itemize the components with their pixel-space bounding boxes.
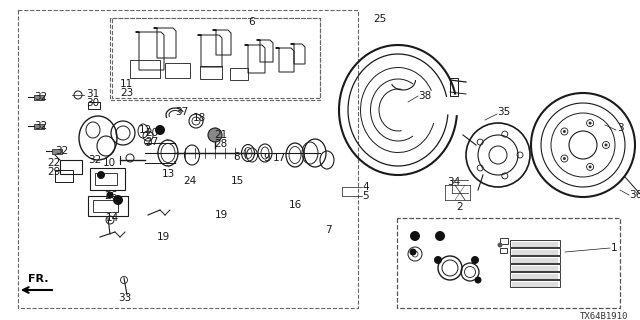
Bar [93, 200, 118, 212]
Text: 10: 10 [103, 158, 116, 168]
Text: 13: 13 [162, 169, 175, 179]
Bar [230, 68, 248, 80]
Text: 22: 22 [47, 158, 60, 168]
Text: 19: 19 [157, 232, 170, 242]
Text: 33: 33 [118, 293, 132, 303]
Circle shape [434, 256, 442, 264]
Text: 26: 26 [104, 191, 117, 201]
Text: 20: 20 [145, 128, 158, 138]
Bar [512, 282, 558, 287]
Text: 31: 31 [86, 89, 99, 99]
Text: 36: 36 [629, 190, 640, 200]
Bar [510, 280, 560, 287]
Bar [34, 95, 44, 100]
Bar [165, 63, 190, 78]
Text: 7: 7 [324, 225, 332, 235]
Text: 32: 32 [88, 155, 101, 165]
Text: 38: 38 [418, 91, 431, 101]
Text: 23: 23 [120, 88, 133, 98]
Text: TX64B1910: TX64B1910 [580, 312, 628, 320]
Text: 15: 15 [230, 176, 244, 186]
Text: 4: 4 [362, 182, 369, 192]
Bar [52, 149, 62, 154]
Circle shape [410, 249, 417, 255]
Text: 18: 18 [193, 113, 206, 123]
Text: 8: 8 [234, 152, 240, 162]
Bar [500, 248, 507, 253]
Text: 32: 32 [34, 92, 47, 102]
Bar [55, 170, 73, 182]
Text: 5: 5 [362, 191, 369, 201]
Circle shape [563, 130, 566, 133]
Text: 2: 2 [457, 202, 463, 212]
Circle shape [605, 143, 607, 147]
Text: 11: 11 [120, 79, 133, 89]
Bar [88, 102, 100, 109]
Text: 28: 28 [214, 139, 227, 149]
Bar [34, 124, 44, 129]
Text: 25: 25 [373, 14, 387, 24]
Text: 32: 32 [55, 146, 68, 156]
Text: 14: 14 [106, 213, 119, 223]
Text: 27: 27 [145, 137, 158, 147]
Bar [512, 242, 558, 247]
Text: 16: 16 [289, 200, 301, 210]
Text: 19: 19 [215, 210, 228, 220]
Bar [90, 168, 125, 190]
Circle shape [97, 171, 105, 179]
Text: 24: 24 [184, 176, 196, 186]
Text: FR.: FR. [28, 274, 48, 284]
Circle shape [563, 157, 566, 160]
Bar [88, 196, 128, 216]
Text: 37: 37 [175, 107, 188, 117]
Bar [450, 78, 458, 96]
Bar [95, 173, 117, 185]
Text: 9: 9 [263, 153, 269, 163]
Text: 6: 6 [249, 17, 255, 27]
Circle shape [435, 231, 445, 241]
Bar [512, 266, 558, 271]
Bar [510, 240, 560, 247]
Text: 35: 35 [497, 107, 510, 117]
Bar [130, 60, 160, 78]
Circle shape [471, 256, 479, 264]
Circle shape [410, 231, 420, 241]
Bar [512, 274, 558, 279]
Bar [60, 160, 82, 174]
Bar [510, 248, 560, 255]
Circle shape [208, 128, 222, 142]
Text: 12: 12 [139, 125, 152, 135]
Text: 30: 30 [86, 98, 99, 108]
Circle shape [106, 191, 113, 198]
Bar [510, 272, 560, 279]
Bar [512, 258, 558, 263]
Bar [510, 264, 560, 271]
Bar [510, 256, 560, 263]
Bar [200, 66, 222, 79]
Circle shape [589, 122, 591, 124]
Circle shape [497, 243, 502, 247]
Circle shape [113, 195, 123, 205]
Circle shape [155, 125, 165, 135]
Bar [500, 238, 508, 244]
Text: 1: 1 [611, 243, 618, 253]
Text: 3: 3 [617, 123, 623, 133]
Circle shape [589, 165, 591, 168]
Circle shape [474, 276, 481, 284]
Text: 17: 17 [273, 153, 286, 163]
Text: 29: 29 [47, 167, 60, 177]
Bar [512, 250, 558, 255]
Text: 34: 34 [447, 177, 460, 187]
Text: 21: 21 [214, 130, 227, 140]
Text: 32: 32 [34, 121, 47, 131]
